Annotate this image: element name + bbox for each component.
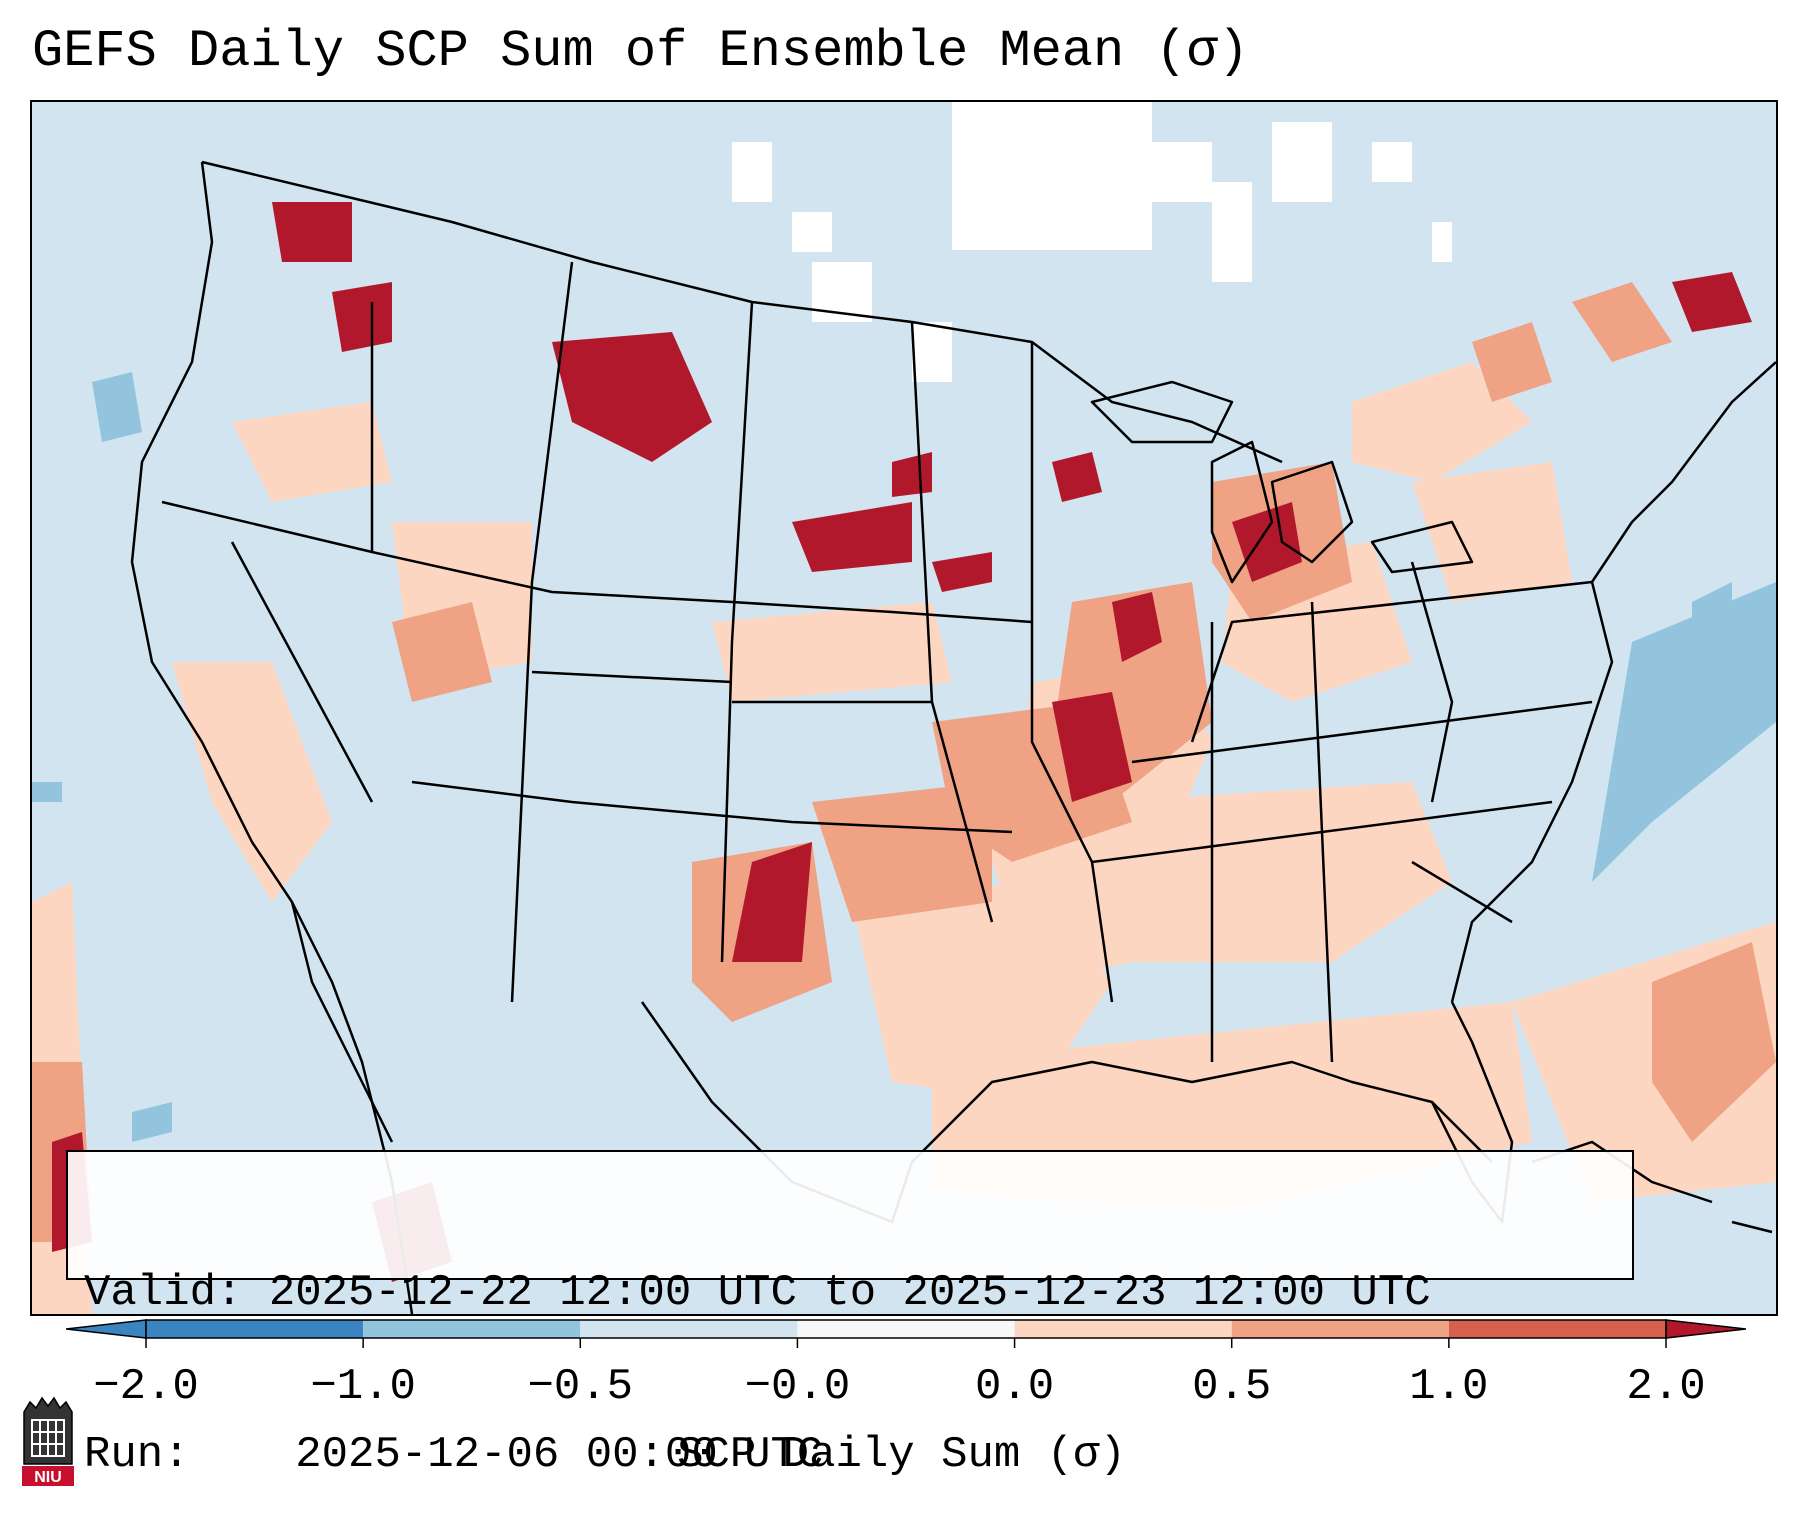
strong-positive-regions bbox=[52, 202, 1752, 1282]
valid-row: Valid: 2025-12-22 12:00 UTC to 2025-12-2… bbox=[84, 1266, 1616, 1320]
medium-positive-regions bbox=[32, 282, 1776, 1242]
colorbar-tick-label: 0.0 bbox=[974, 1362, 1055, 1412]
run-value: 2025-12-06 00:00 UTC bbox=[295, 1430, 824, 1480]
colorbar-segment bbox=[580, 1320, 798, 1338]
colorbar-extend-high bbox=[1665, 1319, 1746, 1339]
colorbar-segment bbox=[363, 1320, 581, 1338]
map-boundaries bbox=[130, 160, 1776, 1314]
colorbar-tick-label: 0.5 bbox=[1192, 1362, 1272, 1412]
colorbar-segment bbox=[146, 1320, 364, 1338]
white-patches bbox=[732, 102, 1452, 382]
colorbar-tick-label: −0.0 bbox=[744, 1362, 851, 1412]
colorbar bbox=[66, 1319, 1746, 1348]
valid-label: Valid: bbox=[84, 1268, 243, 1318]
valid-value: 2025-12-22 12:00 UTC to 2025-12-23 12:00… bbox=[268, 1268, 1431, 1318]
colorbar-tick-label: −2.0 bbox=[93, 1362, 199, 1412]
colorbar-tick-label: −1.0 bbox=[310, 1362, 416, 1412]
map-title: GEFS Daily SCP Sum of Ensemble Mean (σ) bbox=[32, 22, 1249, 81]
colorbar-segments bbox=[66, 1319, 1746, 1348]
colorbar-segment bbox=[797, 1320, 1015, 1338]
info-box: Valid: 2025-12-22 12:00 UTC to 2025-12-2… bbox=[66, 1150, 1634, 1480]
run-row: Run: 2025-12-06 00:00 UTC bbox=[84, 1428, 1616, 1482]
colorbar-tick-label: −0.5 bbox=[527, 1362, 634, 1412]
colorbar-segment bbox=[1014, 1320, 1232, 1338]
colorbar-segment bbox=[1231, 1320, 1449, 1338]
logo-text: NIU bbox=[34, 1469, 62, 1486]
run-label: Run: bbox=[84, 1430, 190, 1480]
colorbar-tick-label: 2.0 bbox=[1626, 1362, 1706, 1412]
colorbar-tick-label: 1.0 bbox=[1409, 1362, 1489, 1412]
niu-logo-icon: NIU bbox=[22, 1396, 74, 1486]
map-panel[interactable] bbox=[30, 100, 1778, 1316]
colorbar-label: SCP Daily Sum (σ) bbox=[677, 1430, 1126, 1480]
colorbar-outline bbox=[145, 1319, 1667, 1339]
colorbar-segment bbox=[1448, 1320, 1666, 1338]
map-canvas bbox=[32, 102, 1776, 1314]
negative-regions bbox=[32, 372, 1776, 1142]
colorbar-extend-low bbox=[66, 1319, 147, 1339]
